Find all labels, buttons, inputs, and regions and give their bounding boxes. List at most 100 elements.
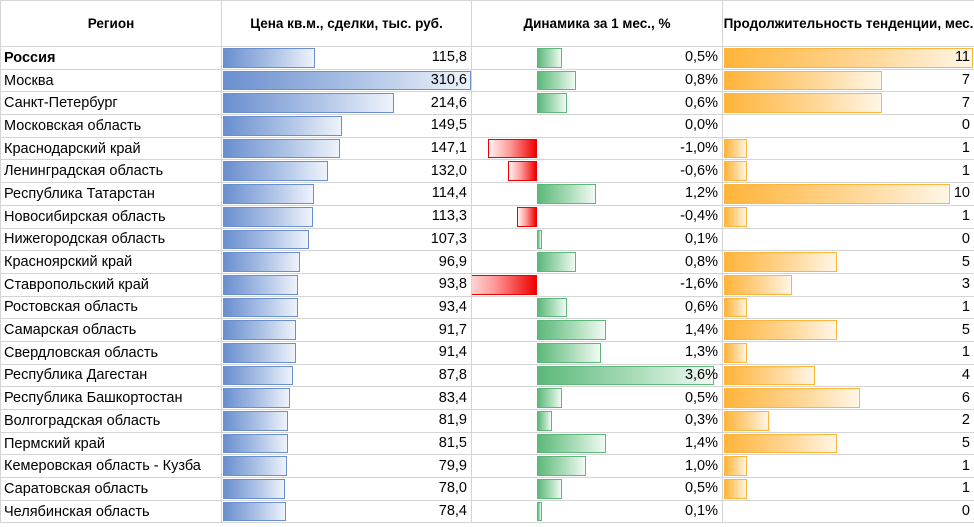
duration-value: 1 (961, 162, 970, 179)
table-row: Московская область 149,5 0,0% 0 (0, 114, 974, 138)
change-value: 1,4% (684, 435, 718, 452)
duration-cell: 0 (722, 227, 974, 252)
duration-value: 1 (961, 298, 970, 315)
change-cell: 1,2% (471, 182, 723, 206)
change-value: 1,2% (684, 185, 718, 202)
header-row: Регион Цена кв.м., сделки, тыс. руб. Дин… (0, 0, 974, 47)
change-value: 3,6% (684, 366, 718, 383)
price-cell: 132,0 (221, 159, 472, 184)
change-positive-bar (537, 342, 601, 363)
change-positive-bar (537, 70, 576, 91)
change-value: 0,6% (684, 94, 718, 111)
change-cell: -1,6% (471, 272, 723, 297)
change-cell: -1,0% (471, 136, 723, 161)
duration-data-bar (724, 342, 747, 363)
region-cell: Кемеровская область - Кузба (0, 454, 222, 479)
price-data-bar (223, 138, 340, 159)
table-row: Пермский край 81,5 1,4% 5 (0, 431, 974, 456)
price-cell: 91,4 (221, 340, 472, 365)
change-value: 0,8% (684, 72, 718, 89)
region-cell: Свердловская область (0, 340, 222, 365)
price-cell: 214,6 (221, 91, 472, 116)
duration-value: 7 (961, 94, 970, 111)
table-row: Саратовская область 78,0 0,5% 1 (0, 477, 974, 501)
price-cell: 96,9 (221, 250, 472, 274)
duration-value: 3 (961, 276, 970, 293)
change-cell: 0,8% (471, 68, 723, 93)
price-value: 96,9 (438, 253, 467, 270)
table-body: Россия 115,8 0,5% 11 Москва 310,6 0,8% 7 Санкт-П… (0, 46, 974, 524)
region-cell: Краснодарский край (0, 136, 222, 161)
region-cell: Челябинская область (0, 499, 222, 524)
change-cell: 3,6% (471, 363, 723, 388)
change-value: 0,6% (684, 298, 718, 315)
duration-data-bar (724, 297, 747, 318)
duration-value: 4 (961, 366, 970, 383)
region-cell: Нижегородская область (0, 227, 222, 252)
duration-cell: 11 (722, 46, 974, 70)
change-value: 0,5% (684, 389, 718, 406)
price-cell: 149,5 (221, 114, 472, 138)
table-row: Санкт-Петербург 214,6 0,6% 7 (0, 91, 974, 116)
change-positive-bar (537, 388, 562, 408)
change-negative-bar (517, 206, 537, 227)
price-cell: 78,0 (221, 477, 472, 501)
duration-data-bar (724, 365, 815, 386)
change-cell: 0,5% (471, 386, 723, 410)
duration-data-bar (724, 138, 747, 159)
change-negative-bar (508, 161, 537, 182)
change-value: 0,3% (684, 412, 718, 429)
price-data-bar (223, 433, 288, 454)
table-row: Москва 310,6 0,8% 7 (0, 68, 974, 93)
change-positive-bar (537, 433, 606, 454)
price-cell: 81,9 (221, 409, 472, 433)
duration-data-bar (724, 184, 950, 204)
change-cell: 0,6% (471, 91, 723, 116)
duration-data-bar (724, 479, 747, 499)
duration-value: 1 (961, 140, 970, 157)
region-cell: Волгоградская область (0, 409, 222, 433)
duration-cell: 2 (722, 409, 974, 433)
duration-value: 6 (961, 389, 970, 406)
price-data-bar (223, 70, 471, 91)
price-value: 79,9 (438, 457, 467, 474)
duration-cell: 5 (722, 250, 974, 274)
price-cell: 93,8 (221, 272, 472, 297)
change-value: 1,0% (684, 457, 718, 474)
price-data-bar (223, 365, 293, 386)
region-cell: Красноярский край (0, 250, 222, 274)
price-data-bar (223, 93, 394, 114)
price-value: 78,4 (438, 503, 467, 520)
price-value: 81,5 (438, 435, 467, 452)
change-positive-bar (537, 93, 567, 114)
header-duration: Продолжительность тенденции, мес. (722, 0, 974, 47)
duration-cell: 7 (722, 91, 974, 116)
price-cell: 113,3 (221, 204, 472, 229)
price-cell: 107,3 (221, 227, 472, 252)
table-row: Красноярский край 96,9 0,8% 5 (0, 250, 974, 274)
change-value: 1,4% (684, 321, 718, 338)
duration-value: 11 (954, 49, 970, 66)
change-value: -0,6% (680, 162, 718, 179)
price-data-bar (223, 161, 328, 182)
change-cell: 0,5% (471, 477, 723, 501)
change-positive-bar (537, 184, 596, 204)
change-cell: 0,1% (471, 227, 723, 252)
price-value: 78,0 (438, 480, 467, 497)
region-cell: Ленинградская область (0, 159, 222, 184)
duration-data-bar (724, 252, 837, 272)
price-value: 115,8 (431, 49, 467, 66)
region-cell: Московская область (0, 114, 222, 138)
change-cell: 1,3% (471, 340, 723, 365)
duration-cell: 1 (722, 159, 974, 184)
price-data-bar (223, 342, 296, 363)
duration-data-bar (724, 70, 882, 91)
duration-cell: 0 (722, 499, 974, 524)
duration-cell: 4 (722, 363, 974, 388)
header-price: Цена кв.м., сделки, тыс. руб. (221, 0, 472, 47)
table-row: Самарская область 91,7 1,4% 5 (0, 318, 974, 342)
change-positive-bar (537, 365, 714, 386)
change-value: -1,0% (680, 140, 718, 157)
price-value: 81,9 (438, 412, 467, 429)
